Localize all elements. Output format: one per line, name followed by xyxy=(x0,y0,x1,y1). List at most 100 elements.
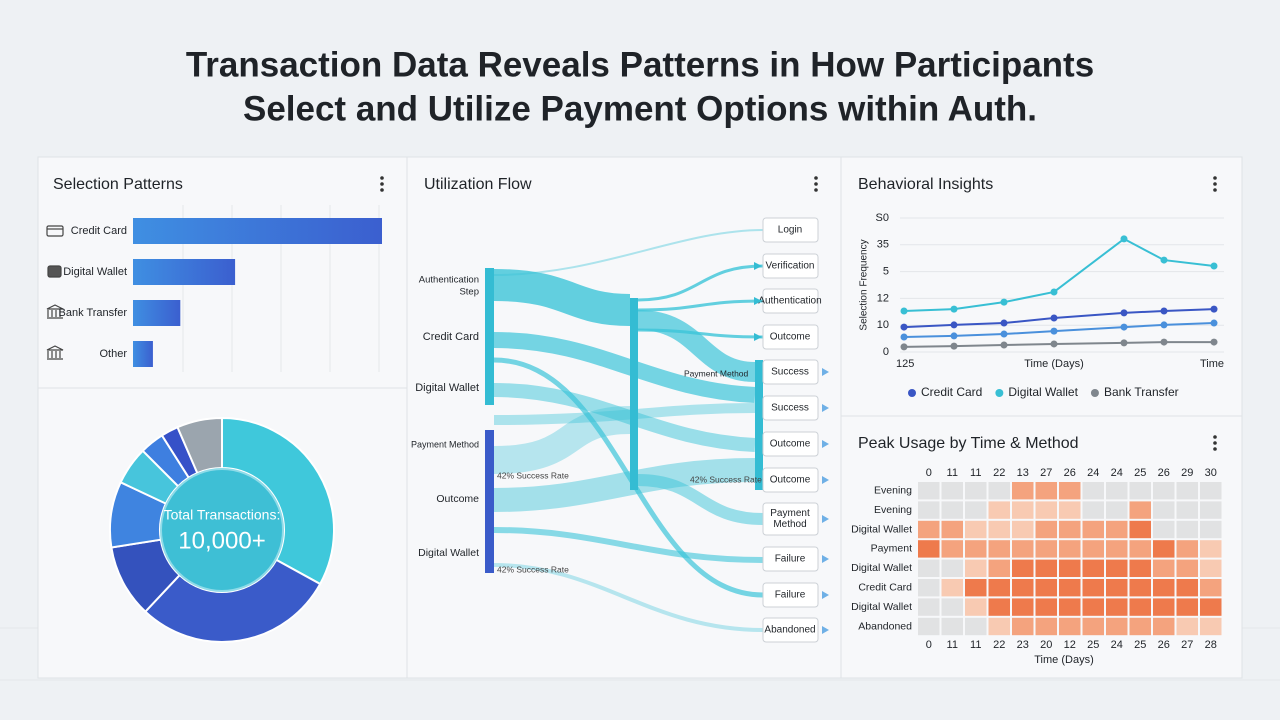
heat-cell xyxy=(918,559,940,577)
point xyxy=(950,342,958,350)
heat-cell xyxy=(1106,520,1128,539)
column-label: 25 xyxy=(1087,639,1099,651)
heat-cell xyxy=(1176,482,1198,500)
heat-cell xyxy=(1153,540,1175,558)
node-label: Credit Card xyxy=(423,331,479,343)
donut-segment xyxy=(143,558,322,643)
panel-title: Selection Patterns xyxy=(53,176,183,193)
x-axis-label: Time (Days) xyxy=(1024,358,1083,370)
heat-cell xyxy=(1012,598,1034,616)
heat-cell xyxy=(918,617,940,636)
heat-cell xyxy=(1082,598,1104,616)
point xyxy=(1050,340,1058,348)
heat-cell xyxy=(1176,617,1198,636)
arrow xyxy=(822,515,829,523)
column-label: 26 xyxy=(1064,467,1076,479)
heat-cell xyxy=(941,540,963,558)
node-box xyxy=(762,502,819,536)
menu-icons xyxy=(380,176,1217,451)
heat-cell xyxy=(918,501,940,519)
heat-cell xyxy=(1012,579,1034,597)
panel-title: Utilization Flow xyxy=(424,176,532,193)
heat-cell xyxy=(1035,559,1057,577)
heat-cell xyxy=(1059,482,1081,500)
heat-cell xyxy=(1200,520,1222,539)
sankey-nodes xyxy=(485,268,763,573)
heat-cell xyxy=(1059,520,1081,539)
node-label: Step xyxy=(459,287,479,298)
point xyxy=(1000,319,1008,327)
heat-cell xyxy=(1129,598,1151,616)
heat-cell xyxy=(1129,617,1151,636)
heat-cell xyxy=(965,501,987,519)
column-label: 23 xyxy=(1017,639,1029,651)
heat-cell xyxy=(1035,540,1057,558)
heat-cell xyxy=(941,598,963,616)
bar xyxy=(133,341,153,367)
node-box xyxy=(762,359,819,385)
heat-cell xyxy=(1106,559,1128,577)
node-box xyxy=(762,324,819,350)
node-label: Authentication xyxy=(758,296,821,307)
heat-cell xyxy=(1200,617,1222,636)
heat-cell xyxy=(1082,579,1104,597)
heat-cell xyxy=(1129,482,1151,500)
column-label: 20 xyxy=(1040,639,1052,651)
x-tick-label: 125 xyxy=(896,358,914,370)
heat-cell xyxy=(1129,540,1151,558)
column-label: 24 xyxy=(1111,467,1123,479)
heat-cell xyxy=(1012,540,1034,558)
row-label: Digital Wallet xyxy=(851,601,912,613)
heat-cell xyxy=(918,520,940,539)
point xyxy=(900,307,908,315)
heat-cell xyxy=(1035,617,1057,636)
legend-label: Bank Transfer xyxy=(1104,385,1179,399)
row-label: Evening xyxy=(874,504,912,516)
heat-cell xyxy=(1106,540,1128,558)
point xyxy=(1120,309,1128,317)
node-label: Outcome xyxy=(436,493,479,505)
heat-cell xyxy=(1153,617,1175,636)
heat-cell xyxy=(1200,579,1222,597)
y-axis-label: Selection Frequency xyxy=(859,239,870,330)
x-tick-label: Time xyxy=(1200,358,1224,370)
column-label: 27 xyxy=(1040,467,1052,479)
point xyxy=(1160,321,1168,329)
legend-swatch xyxy=(1090,389,1099,397)
node-box xyxy=(762,288,819,314)
point xyxy=(1050,314,1058,322)
column-label: 24 xyxy=(1111,639,1123,651)
bar xyxy=(133,300,181,326)
heat-cell xyxy=(988,501,1010,519)
menu-button[interactable] xyxy=(814,176,818,192)
y-tick-label: 10 xyxy=(877,319,889,331)
node-label: Outcome xyxy=(770,439,811,450)
legend-label: Credit Card xyxy=(921,385,982,399)
point xyxy=(1160,256,1168,264)
column-label: 11 xyxy=(970,639,981,651)
menu-button[interactable] xyxy=(1213,176,1217,192)
column-label: 26 xyxy=(1158,467,1170,479)
heat-cell xyxy=(1153,559,1175,577)
heat-cell xyxy=(1012,520,1034,539)
point xyxy=(900,323,908,331)
annotation: 42% Success Rate xyxy=(690,474,762,484)
menu-button[interactable] xyxy=(1213,435,1217,451)
node-label: Payment Method xyxy=(411,439,479,449)
heat-cell xyxy=(918,579,940,597)
heat-cell xyxy=(1129,520,1151,539)
center-value: 10,000+ xyxy=(178,527,265,554)
heat-cell xyxy=(1176,501,1198,519)
heat-cell xyxy=(1082,540,1104,558)
heat-cell xyxy=(1153,482,1175,500)
point xyxy=(1050,327,1058,335)
column-label: 28 xyxy=(1205,639,1217,651)
category-icons xyxy=(46,225,64,360)
column-label: 30 xyxy=(1205,467,1217,479)
node-label: Abandoned xyxy=(764,625,815,636)
row-label: Payment xyxy=(871,543,913,555)
menu-button[interactable] xyxy=(380,176,384,192)
arrow xyxy=(822,626,829,634)
row-label: Evening xyxy=(874,484,912,496)
node-label: Verification xyxy=(766,261,815,272)
